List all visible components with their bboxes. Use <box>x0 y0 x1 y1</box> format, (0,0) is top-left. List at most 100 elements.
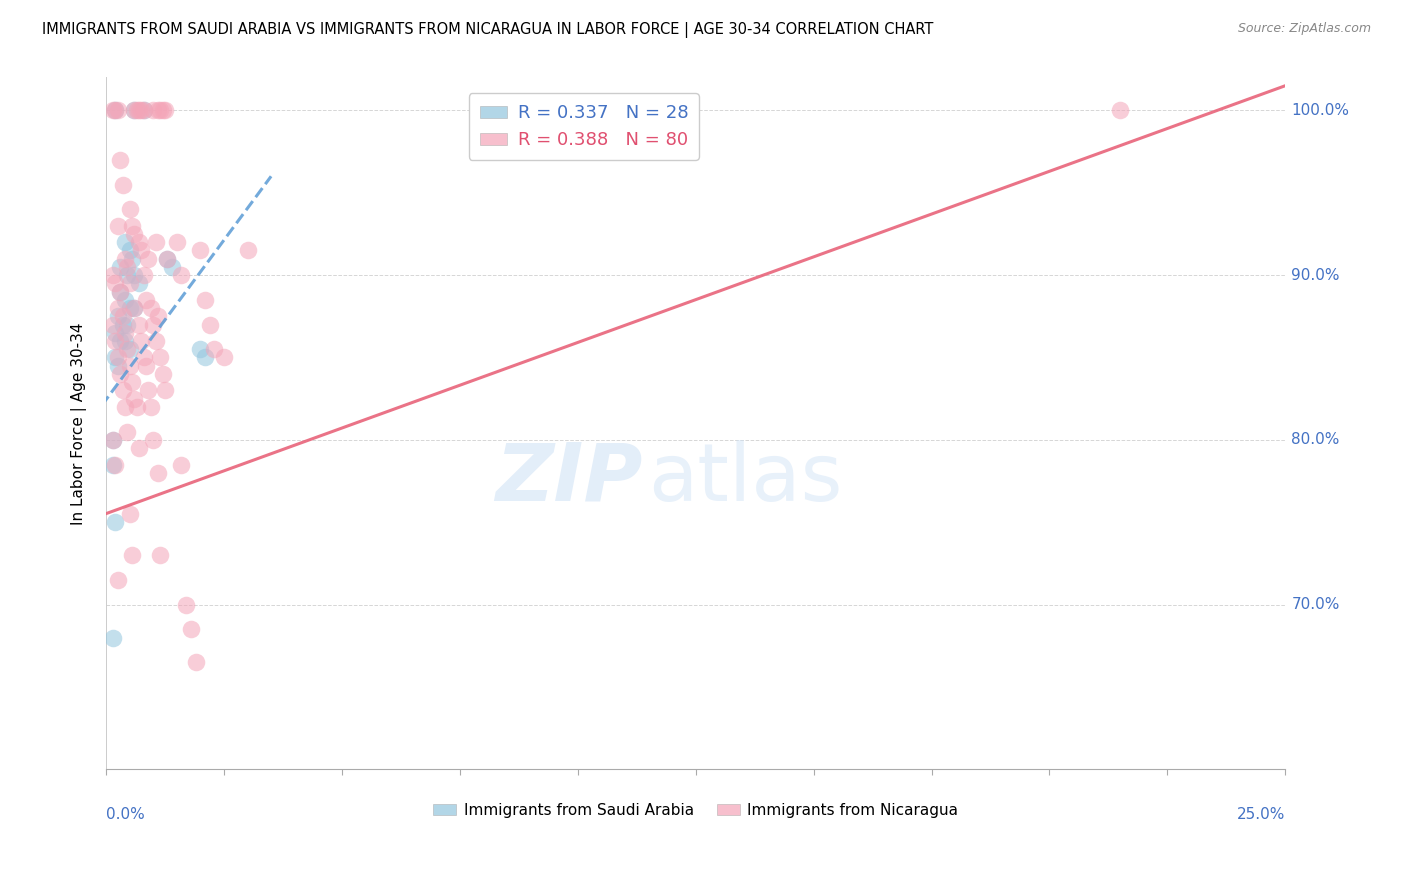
Point <box>101 433 124 447</box>
Point <box>101 433 124 447</box>
Point <box>101 268 124 282</box>
Point <box>145 235 167 249</box>
Text: Source: ZipAtlas.com: Source: ZipAtlas.com <box>1237 22 1371 36</box>
Point <box>146 103 169 118</box>
Point <box>114 400 136 414</box>
Point <box>1109 103 1132 118</box>
Point <box>135 293 157 307</box>
Point <box>139 301 162 315</box>
Point <box>107 219 129 233</box>
Point <box>194 351 217 365</box>
Point <box>128 277 150 291</box>
Point <box>156 252 179 266</box>
Point <box>118 277 141 291</box>
Point <box>114 252 136 266</box>
Point <box>118 244 141 258</box>
Point <box>104 458 127 472</box>
Point <box>132 103 155 118</box>
Point <box>121 252 143 266</box>
Point <box>124 227 146 241</box>
Point <box>146 466 169 480</box>
Point <box>149 351 172 365</box>
Point <box>212 351 235 365</box>
Point <box>146 310 169 324</box>
Point <box>153 103 176 118</box>
Point <box>142 433 165 447</box>
Point <box>145 334 167 348</box>
Point <box>128 318 150 332</box>
Point <box>124 301 146 315</box>
Point <box>115 260 138 274</box>
Point <box>118 343 141 357</box>
Point <box>170 268 193 282</box>
Point <box>170 458 193 472</box>
Point <box>124 268 146 282</box>
Point <box>125 400 148 414</box>
Point <box>152 367 174 381</box>
Point <box>124 392 146 406</box>
Point <box>138 252 160 266</box>
Point <box>115 425 138 439</box>
Point <box>138 384 160 398</box>
Point <box>131 334 153 348</box>
Point <box>156 252 179 266</box>
Point <box>132 268 155 282</box>
Point <box>194 293 217 307</box>
Text: 25.0%: 25.0% <box>1237 807 1285 822</box>
Text: atlas: atlas <box>648 440 842 517</box>
Point <box>104 334 127 348</box>
Point <box>108 367 131 381</box>
Point <box>115 318 138 332</box>
Point <box>166 235 188 249</box>
Point <box>142 318 165 332</box>
Point <box>142 103 165 118</box>
Point <box>131 103 153 118</box>
Point <box>104 103 127 118</box>
Point <box>132 103 155 118</box>
Point <box>139 400 162 414</box>
Point <box>108 285 131 299</box>
Point <box>108 334 131 348</box>
Text: IMMIGRANTS FROM SAUDI ARABIA VS IMMIGRANTS FROM NICARAGUA IN LABOR FORCE | AGE 3: IMMIGRANTS FROM SAUDI ARABIA VS IMMIGRAN… <box>42 22 934 38</box>
Point <box>114 326 136 340</box>
Text: 70.0%: 70.0% <box>1291 597 1340 612</box>
Point <box>104 277 127 291</box>
Point <box>108 285 131 299</box>
Text: 0.0%: 0.0% <box>105 807 145 822</box>
Point <box>118 507 141 521</box>
Point <box>128 441 150 455</box>
Point <box>114 293 136 307</box>
Point <box>160 260 183 274</box>
Point <box>184 655 207 669</box>
Point <box>104 103 127 118</box>
Point <box>104 351 127 365</box>
Point <box>111 318 134 332</box>
Point <box>180 622 202 636</box>
Text: ZIP: ZIP <box>495 440 643 517</box>
Point <box>107 103 129 118</box>
Point <box>111 178 134 192</box>
Point <box>101 103 124 118</box>
Point <box>149 548 172 562</box>
Point <box>121 219 143 233</box>
Point <box>124 301 146 315</box>
Point <box>188 343 211 357</box>
Point <box>101 458 124 472</box>
Text: 100.0%: 100.0% <box>1291 103 1350 118</box>
Point <box>131 244 153 258</box>
Point <box>204 343 226 357</box>
Point <box>118 301 141 315</box>
Point <box>124 103 146 118</box>
Point <box>101 318 124 332</box>
Text: 80.0%: 80.0% <box>1291 433 1340 448</box>
Point <box>101 631 124 645</box>
Point <box>188 244 211 258</box>
Legend: Immigrants from Saudi Arabia, Immigrants from Nicaragua: Immigrants from Saudi Arabia, Immigrants… <box>427 797 965 824</box>
Point <box>107 573 129 587</box>
Point <box>152 103 174 118</box>
Y-axis label: In Labor Force | Age 30-34: In Labor Force | Age 30-34 <box>72 322 87 524</box>
Point <box>124 103 146 118</box>
Point <box>198 318 221 332</box>
Text: 90.0%: 90.0% <box>1291 268 1340 283</box>
Point <box>121 548 143 562</box>
